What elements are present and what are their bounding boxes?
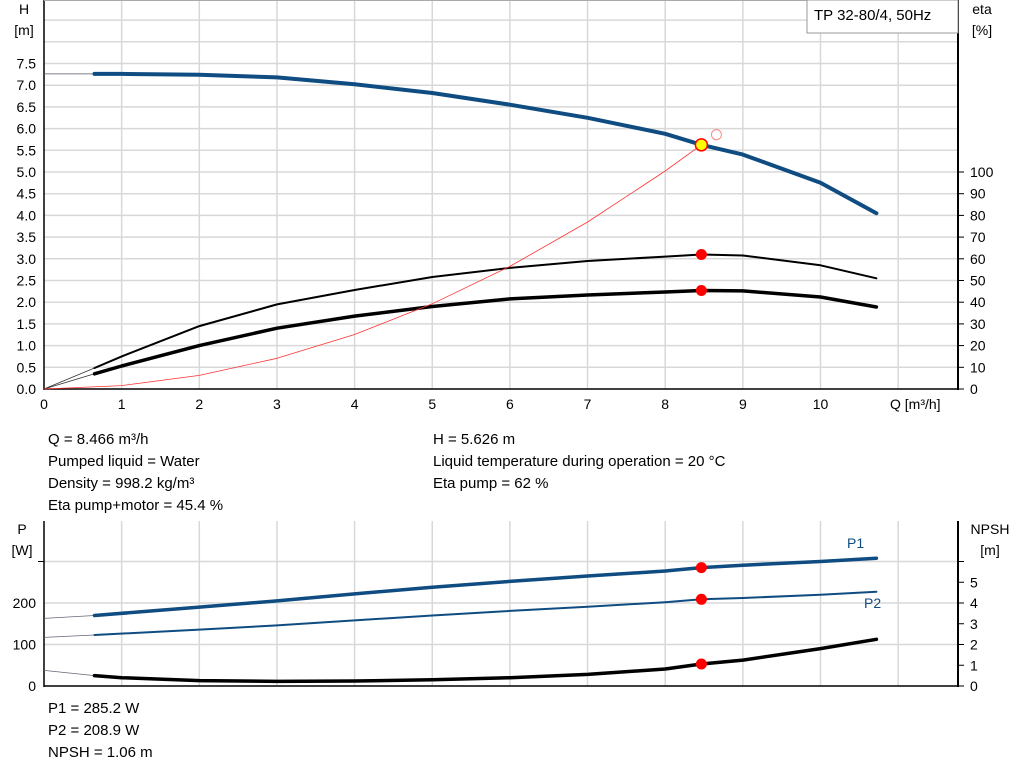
head-curve: [92, 71, 879, 216]
info-eta-pump-motor: Eta pump+motor = 45.4 %: [48, 497, 224, 514]
x-tick-label: 6: [506, 396, 514, 412]
y-tick-label: 2.0: [17, 294, 37, 310]
p1-series-label: P1: [847, 535, 864, 551]
y-tick-label: 5.0: [17, 164, 37, 180]
eta-tick-label: 90: [970, 186, 986, 202]
x-tick-label: 1: [118, 396, 126, 412]
y-axis-unit-right: [%]: [972, 22, 992, 38]
eta-tick-label: 100: [970, 164, 994, 180]
y-axis-unit-left: [W]: [12, 542, 33, 558]
x-tick-label: 7: [584, 396, 592, 412]
y-tick-label: 1.5: [17, 316, 37, 332]
p-tick-label: 200: [13, 595, 37, 611]
y-tick-label: 6.0: [17, 121, 37, 137]
y-tick-label: 4.5: [17, 186, 37, 202]
duty-point-eta-pump-motor: [695, 284, 707, 296]
npsh-tick-label: 0: [970, 678, 978, 694]
npsh-tick-label: 1: [970, 657, 978, 673]
x-axis-label: Q [m³/h]: [890, 396, 941, 412]
p-tick-label: 100: [13, 637, 37, 653]
P2-extension: [43, 634, 95, 638]
info-right: H = 5.626 m Liquid temperature during op…: [433, 429, 725, 495]
P1-curve: [92, 556, 879, 618]
eta_pump_motor-curve: [92, 288, 879, 376]
eta-tick-label: 0: [970, 381, 978, 397]
y-axis-unit-left: [m]: [14, 22, 33, 38]
duty-point-p1: [695, 562, 707, 574]
y-axis-label-right: eta: [972, 1, 992, 17]
eta_pump-extension: [43, 367, 95, 390]
eta_pump_motor-extension: [43, 373, 95, 390]
x-tick-label: 8: [661, 396, 669, 412]
y-axis-unit-right: [m]: [980, 542, 999, 558]
info-liquid: Pumped liquid = Water: [48, 453, 200, 470]
info-eta-pump: Eta pump = 62 %: [433, 475, 549, 492]
npsh-tick-label: 2: [970, 637, 978, 653]
y-tick-label: 1.0: [17, 338, 37, 354]
info-flow: Q = 8.466 m³/h: [48, 431, 149, 448]
y-axis-label-left: P: [17, 521, 26, 537]
y-tick-label: 7.0: [17, 77, 37, 93]
info-temperature: Liquid temperature during operation = 20…: [433, 453, 726, 470]
info-npsh: NPSH = 1.06 m: [48, 744, 153, 761]
info-left: Q = 8.466 m³/h Pumped liquid = Water Den…: [48, 429, 223, 517]
duty-point-head: [694, 138, 709, 152]
eta-tick-label: 80: [970, 207, 986, 223]
y-tick-label: 5.5: [17, 142, 37, 158]
P2-curve: [93, 590, 878, 636]
duty-point-npsh: [695, 658, 707, 670]
y-tick-label: 0.0: [17, 381, 37, 397]
NPSH-extension: [43, 670, 95, 676]
info-p1: P1 = 285.2 W: [48, 700, 140, 717]
x-tick-label: 9: [739, 396, 747, 412]
info-head: H = 5.626 m: [433, 431, 516, 448]
x-tick-label: 3: [273, 396, 281, 412]
NPSH-curve: [92, 637, 879, 684]
y-tick-label: 6.5: [17, 99, 37, 115]
npsh-tick-label: 3: [970, 616, 978, 632]
chart-title: TP 32-80/4, 50Hz: [814, 7, 931, 24]
eta-tick-label: 30: [970, 316, 986, 332]
x-tick-label: 5: [428, 396, 436, 412]
eta-tick-label: 20: [970, 338, 986, 354]
npsh-tick-label: 4: [970, 595, 978, 611]
info-density: Density = 998.2 kg/m³: [48, 475, 195, 492]
y-axis-label-left: H: [19, 1, 29, 17]
eta-tick-label: 10: [970, 359, 986, 375]
P1-extension: [43, 615, 95, 619]
y-tick-label: 7.5: [17, 56, 37, 72]
x-tick-label: 2: [195, 396, 203, 412]
y-tick-label: 2.5: [17, 273, 37, 289]
info-bottom: P1 = 285.2 W P2 = 208.9 W NPSH = 1.06 m: [48, 698, 153, 764]
open-marker: [710, 129, 722, 141]
y-tick-label: 0.5: [17, 359, 37, 375]
x-tick-label: 10: [813, 396, 829, 412]
info-p2: P2 = 208.9 W: [48, 722, 140, 739]
eta-tick-label: 50: [970, 273, 986, 289]
performance-chart: 0.0 0.5 1.0 1.5 2.0 2.5 3.0 3.5 4.0 4.5 5.0 5.5 6.0 6…: [14, 0, 994, 412]
eta-tick-label: 60: [970, 251, 986, 267]
system_curve-curve: [43, 144, 702, 390]
title-box: [806, 0, 959, 34]
duty-point-p2: [695, 593, 707, 605]
p2-series-label: P2: [864, 595, 881, 611]
y-tick-label: 4.0: [17, 207, 37, 223]
eta_pump-curve: [93, 253, 878, 369]
x-tick-label: 0: [40, 396, 48, 412]
eta-tick-label: 40: [970, 294, 986, 310]
npsh-tick-label: 5: [970, 574, 978, 590]
duty-point-eta-pump: [695, 248, 707, 260]
y-tick-label: 3.5: [17, 229, 37, 245]
eta-tick-label: 70: [970, 229, 986, 245]
p-tick-label: 0: [28, 678, 36, 694]
y-tick-label: 3.0: [17, 251, 37, 267]
x-tick-label: 4: [351, 396, 359, 412]
y-axis-label-right: NPSH: [971, 521, 1010, 537]
